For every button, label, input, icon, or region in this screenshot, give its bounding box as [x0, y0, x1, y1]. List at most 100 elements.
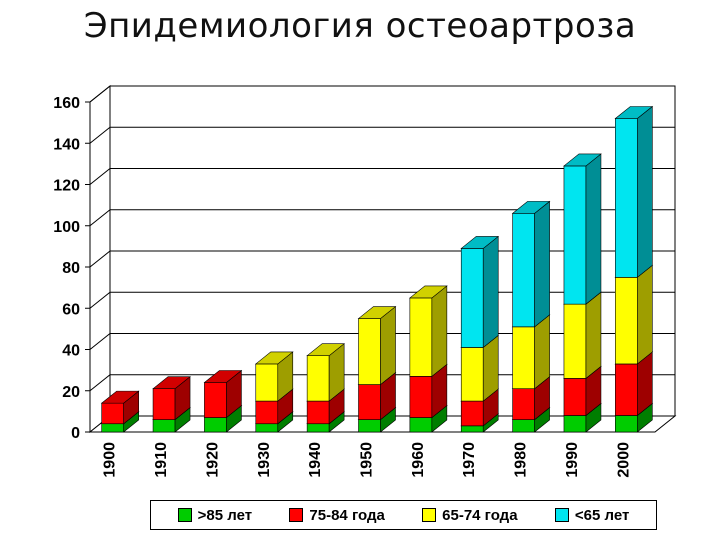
- bar-stack-1980: [511, 200, 551, 433]
- legend-swatch: [422, 508, 437, 522]
- legend-swatch: [177, 508, 192, 522]
- chart-bars: [100, 105, 654, 433]
- x-axis-ticks: 1900 1910 1920 1930 1940 1950 1960 1970 1980 1990…: [102, 442, 633, 478]
- bar-front: [615, 415, 638, 433]
- bar-front: [615, 118, 638, 278]
- bar-front: [306, 423, 330, 433]
- x-tick-label: 1910: [153, 442, 170, 478]
- bar-stack-1930: [254, 351, 294, 433]
- bar-top: [357, 306, 397, 319]
- bar-segment: [357, 305, 397, 386]
- bar-segment: [152, 376, 191, 421]
- bar-front: [460, 347, 484, 402]
- bar-top: [614, 106, 654, 119]
- legend-label: 75-84 года: [309, 506, 385, 524]
- bar-segment: [614, 351, 654, 417]
- bar-front: [204, 382, 227, 418]
- bar-front: [409, 297, 433, 377]
- bar-front: [460, 425, 484, 433]
- bar-front: [563, 165, 587, 305]
- legend-item: >85 лет: [177, 506, 253, 524]
- legend-label: <65 лет: [574, 506, 630, 524]
- bar-stack-1920: [203, 369, 243, 433]
- bar-top: [100, 390, 140, 404]
- bar-front: [512, 326, 535, 389]
- bar-side: [482, 235, 499, 349]
- legend-item: <65 лет: [554, 506, 630, 524]
- gridline: [89, 126, 675, 144]
- bar-stack-1950: [357, 305, 397, 433]
- bar-side: [534, 200, 550, 328]
- bar-front: [563, 378, 587, 416]
- bar-side: [585, 291, 602, 379]
- bar-segment: [254, 351, 294, 402]
- bar-segment: [100, 390, 140, 425]
- y-axis-ticks: 0 20 40 60 80 100 120 140 160: [53, 95, 90, 442]
- x-tick-label: 1920: [204, 442, 221, 478]
- y-tick-label: 100: [53, 219, 80, 236]
- bar-top: [460, 236, 500, 249]
- y-tick-label: 160: [53, 95, 80, 112]
- bar-side: [637, 264, 653, 365]
- x-tick-label: 1940: [307, 442, 324, 478]
- bar-side: [637, 105, 653, 278]
- gridline: [89, 85, 675, 103]
- bar-side: [534, 314, 550, 390]
- legend-item: 75-84 года: [289, 506, 385, 524]
- chart-legend: >85 лет 75-84 года 65-74 года <65 лет: [150, 500, 657, 530]
- y-tick-label: 40: [62, 343, 80, 360]
- bar-front: [563, 415, 587, 433]
- x-tick-label: 1970: [461, 442, 478, 478]
- bar-front: [460, 400, 484, 427]
- bar-stack-1960: [409, 285, 448, 433]
- bar-front: [152, 388, 176, 420]
- bar-front: [306, 355, 330, 402]
- y-tick-label: 140: [53, 136, 80, 153]
- bar-front: [358, 384, 381, 420]
- bar-segment: [614, 105, 654, 278]
- bar-top: [152, 376, 191, 389]
- x-tick-label: 1980: [513, 442, 530, 478]
- bar-front: [512, 213, 535, 328]
- bar-front: [152, 419, 176, 433]
- bar-front: [204, 417, 227, 433]
- x-tick-label: 1950: [359, 442, 376, 478]
- bar-front: [358, 318, 381, 385]
- legend-label: 65-74 года: [442, 506, 518, 524]
- bar-top: [409, 285, 448, 299]
- bar-stack-1990: [563, 153, 602, 433]
- bar-segment: [203, 369, 243, 419]
- bar-front: [358, 419, 381, 433]
- page-title: Эпидемиология остеоартроза: [83, 6, 637, 46]
- gridline: [89, 168, 675, 185]
- x-tick-label: 1900: [102, 442, 119, 478]
- legend-swatch: [289, 508, 304, 522]
- bar-front: [101, 423, 124, 433]
- bar-front: [101, 402, 124, 425]
- bar-front: [255, 400, 279, 425]
- bar-stack-1910: [152, 376, 191, 433]
- bar-stack-2000: [614, 105, 654, 433]
- bar-front: [460, 248, 484, 348]
- bar-front: [512, 419, 535, 433]
- bar-stack-1940: [306, 343, 345, 433]
- bar-top: [254, 351, 294, 365]
- x-tick-label: 1930: [256, 442, 273, 478]
- y-tick-label: 0: [71, 425, 80, 442]
- bar-top: [511, 201, 551, 214]
- bar-top: [203, 370, 243, 383]
- bar-front: [255, 363, 279, 402]
- bar-front: [615, 277, 638, 365]
- x-tick-label: 1990: [564, 442, 581, 478]
- bar-segment: [614, 264, 654, 365]
- bar-segment: [563, 291, 602, 379]
- y-tick-label: 60: [62, 301, 80, 318]
- bar-segment: [563, 153, 602, 305]
- bar-side: [585, 153, 602, 305]
- legend-label: >85 лет: [197, 506, 253, 524]
- bar-segment: [306, 343, 345, 402]
- bar-front: [409, 417, 433, 433]
- bar-top: [306, 343, 345, 356]
